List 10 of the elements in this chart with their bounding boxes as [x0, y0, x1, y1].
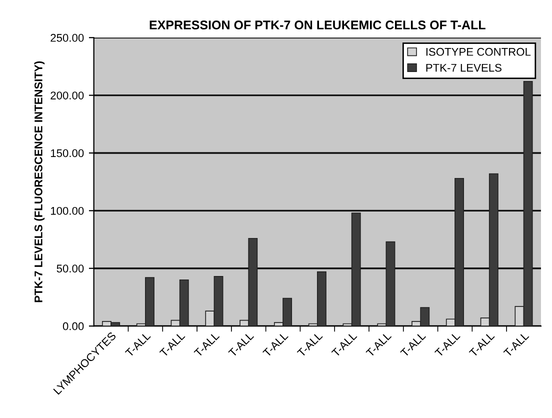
y-tick-label: 200.00 — [50, 92, 84, 100]
y-tick-label: 150.00 — [50, 149, 84, 158]
y-tick-label: 250.00 — [50, 34, 84, 42]
chart-title: EXPRESSION OF PTK-7 ON LEUKEMIC CELLS OF T-ALL — [150, 20, 486, 30]
y-tick-label: 50.00 — [56, 264, 84, 272]
y-axis-title: PTK-7 LEVELS (FLUORESCENCE INTENSITY) — [34, 61, 45, 302]
y-tick-label: 0.00 — [62, 322, 84, 330]
legend-label: ISOTYPE CONTROL — [426, 48, 531, 56]
y-tick-label: 100.00 — [50, 206, 84, 215]
legend-label: PTK-7 LEVELS — [426, 64, 502, 72]
